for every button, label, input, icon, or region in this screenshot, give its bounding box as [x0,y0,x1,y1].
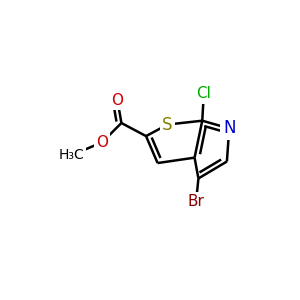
Text: O: O [112,93,124,108]
Text: Cl: Cl [196,86,211,101]
Text: Br: Br [188,194,205,209]
Text: S: S [162,116,173,134]
Text: N: N [223,119,236,137]
Text: O: O [96,135,108,150]
Text: H₃C: H₃C [58,148,84,162]
